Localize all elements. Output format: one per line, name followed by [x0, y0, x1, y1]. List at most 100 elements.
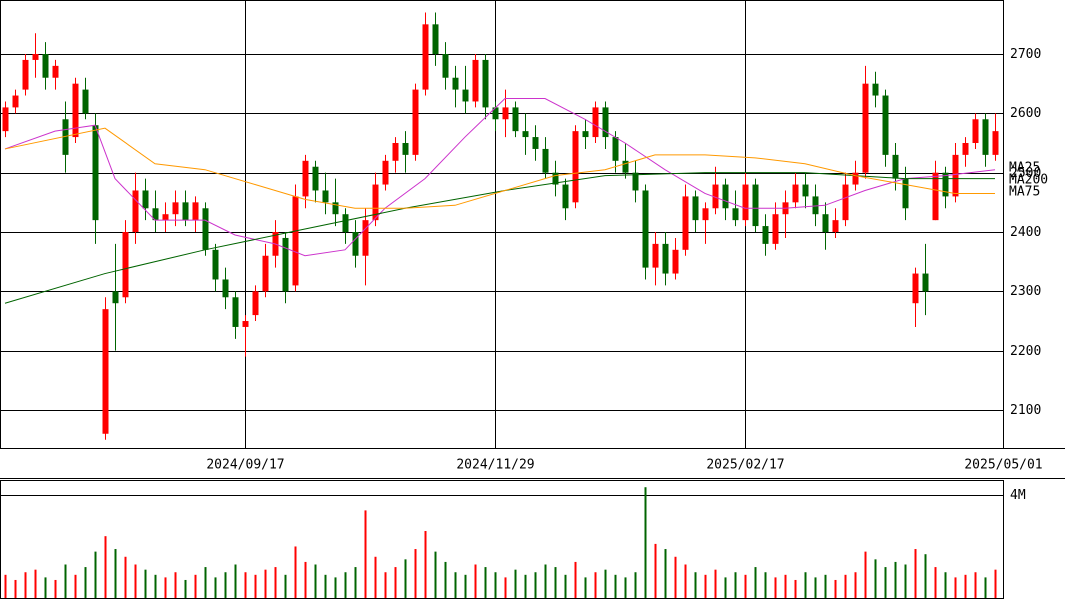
volume-bar [304, 561, 307, 598]
volume-bar [824, 574, 827, 598]
candle-body [692, 196, 699, 221]
candle-body [632, 172, 639, 191]
y-tick-label: 2600 [1010, 106, 1041, 121]
volume-bar [524, 574, 527, 598]
volume-bar [594, 572, 597, 598]
candle-body [312, 166, 319, 191]
volume-bar [154, 574, 157, 598]
candle-body [212, 249, 219, 280]
candle-body [852, 172, 859, 185]
candle-body [592, 107, 599, 138]
volume-bar [884, 567, 887, 598]
volume-bar [794, 579, 797, 598]
candle-body [522, 131, 529, 138]
candle-body [622, 160, 629, 173]
volume-panel [0, 480, 1004, 599]
price-panel [0, 0, 1004, 449]
candle-body [2, 107, 9, 132]
volume-bar [624, 577, 627, 598]
volume-bar [54, 579, 57, 598]
volume-bar [174, 572, 177, 598]
volume-bar [534, 572, 537, 598]
y-tick-label: 2700 [1010, 47, 1041, 62]
volume-bar [384, 572, 387, 598]
volume-bar [654, 543, 657, 598]
candle-body [292, 196, 299, 286]
x-tick-label: 2025/05/01 [964, 458, 1042, 473]
volume-bar [944, 572, 947, 598]
volume-bar [314, 564, 317, 598]
candle-body [192, 202, 199, 221]
volume-bar [444, 561, 447, 598]
candle-body [222, 279, 229, 298]
volume-bar [924, 554, 927, 598]
moving-average-line [4, 127, 995, 209]
moving-average-line [4, 98, 996, 257]
volume-bar [854, 572, 857, 598]
volume-bar [544, 564, 547, 598]
candle-body [532, 137, 539, 149]
volume-bar [454, 572, 457, 598]
candle-body [322, 190, 329, 203]
candle-body [572, 131, 579, 203]
volume-bar [124, 556, 127, 598]
volume-bar [274, 567, 277, 598]
volume-bar [334, 577, 337, 598]
volume-bar [804, 572, 807, 598]
candle-body [812, 196, 819, 215]
volume-bar [324, 574, 327, 598]
y-tick-label: 2400 [1010, 225, 1041, 240]
volume-bar [644, 487, 647, 598]
candle-body [472, 59, 479, 102]
x-tick-label: 2024/11/29 [456, 458, 534, 473]
candle-body [582, 131, 589, 138]
candle-body [362, 220, 369, 256]
volume-bar [64, 564, 67, 598]
volume-bar [264, 569, 267, 598]
volume-bar [864, 551, 867, 598]
volume-bar [694, 572, 697, 598]
candle-body [942, 172, 949, 197]
candle-body [562, 184, 569, 209]
candle-body [132, 190, 139, 233]
volume-bar [584, 577, 587, 598]
candle-body [372, 184, 379, 221]
candle-body [202, 208, 209, 250]
candle-body [752, 184, 759, 227]
volume-bar [834, 579, 837, 598]
volume-bar [114, 549, 117, 598]
volume-bar [84, 567, 87, 598]
y-tick-label: 2100 [1010, 403, 1041, 418]
candle-body [462, 89, 469, 102]
candle-body [232, 297, 239, 327]
candle-body [82, 89, 89, 114]
volume-bar [554, 567, 557, 598]
candle-body [952, 154, 959, 197]
volume-bar [704, 574, 707, 598]
volume-bar [684, 564, 687, 598]
candle-body [772, 214, 779, 244]
candle-body [822, 214, 829, 233]
volume-bar [354, 567, 357, 598]
candle-body [352, 232, 359, 256]
volume-bar [604, 569, 607, 598]
candle-body [962, 143, 969, 155]
volume-bar [814, 577, 817, 598]
candle-body [722, 184, 729, 209]
x-tick-label: 2024/09/17 [206, 458, 284, 473]
volume-bar [204, 567, 207, 598]
candle-body [742, 184, 749, 221]
volume-bar [984, 577, 987, 598]
candle-body [862, 83, 869, 173]
volume-bar [904, 564, 907, 598]
candle-body [972, 119, 979, 144]
volume-bar [244, 572, 247, 598]
candle-body [652, 243, 659, 268]
volume-bar [914, 549, 917, 598]
candle-body [442, 53, 449, 78]
volume-bar [4, 574, 7, 598]
volume-bar [424, 531, 427, 598]
candle-body [482, 59, 489, 108]
volume-bar [974, 572, 977, 598]
